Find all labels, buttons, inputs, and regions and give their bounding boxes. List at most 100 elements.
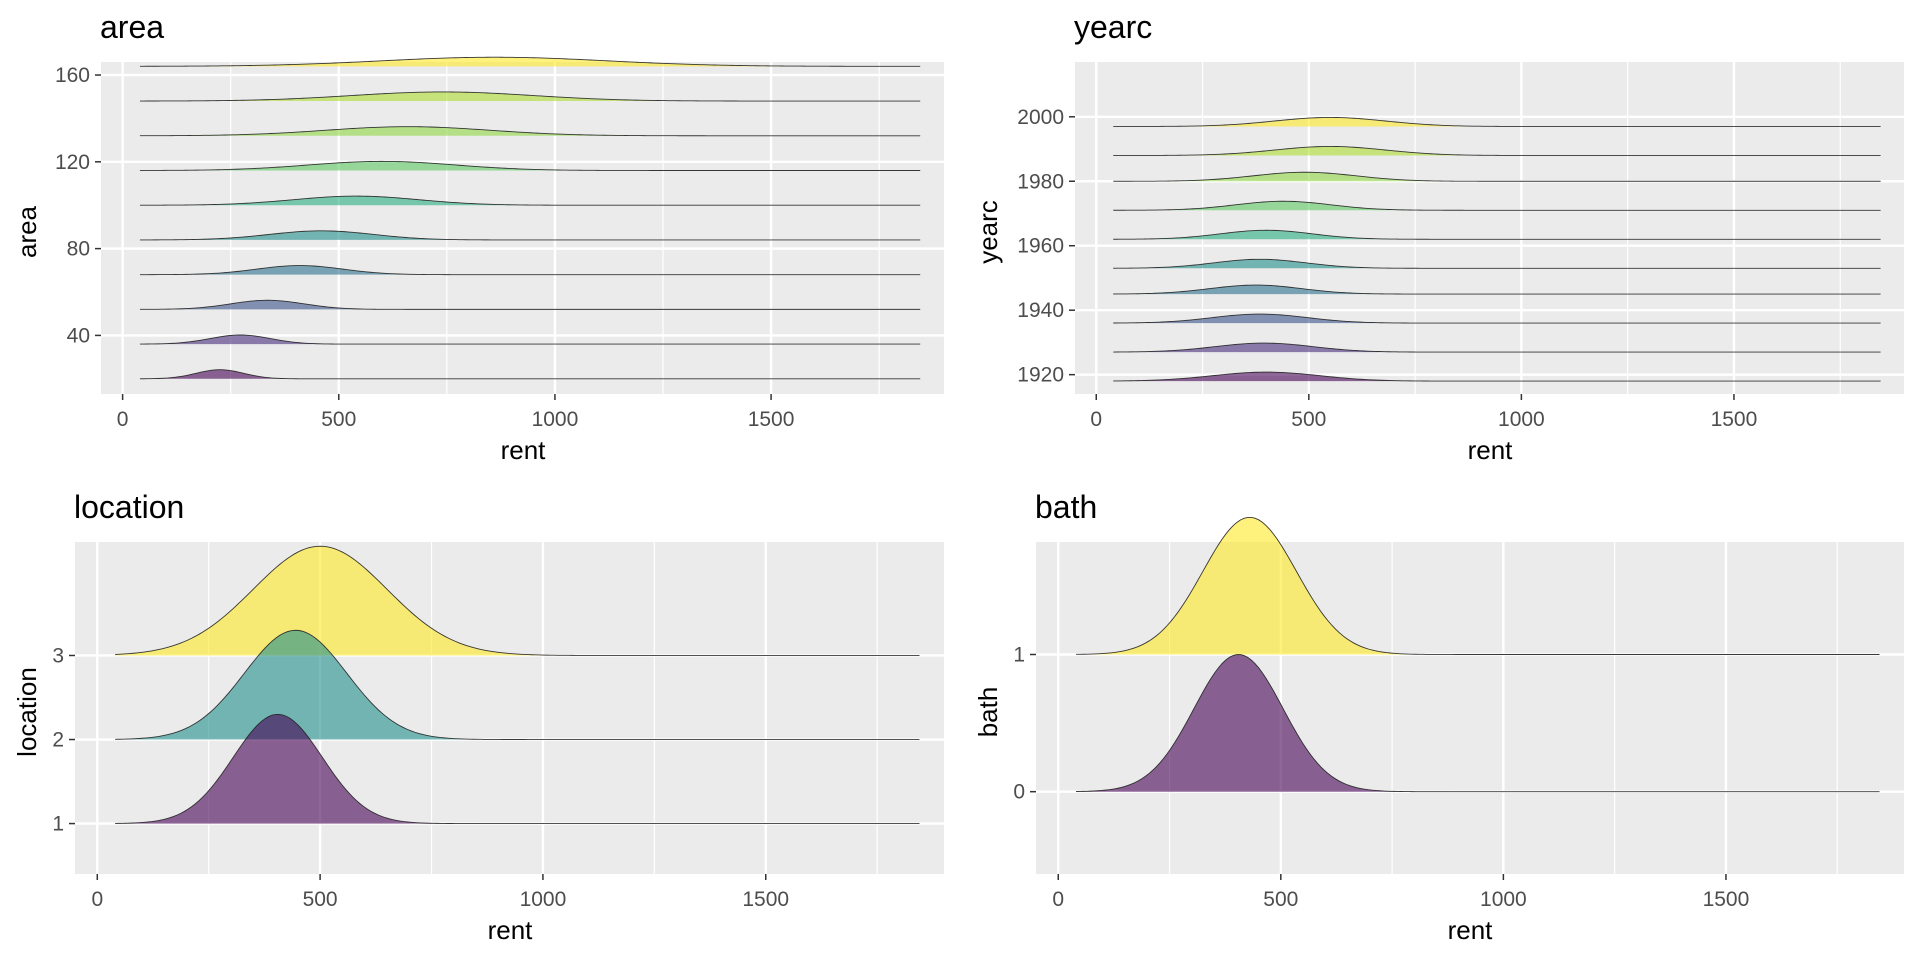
plot-background [1036, 542, 1904, 874]
x-tick-label: 1000 [1498, 408, 1545, 431]
ridge-fill [1113, 343, 1881, 353]
y-tick-label: 1980 [1017, 170, 1064, 193]
y-axis-title: area [12, 205, 42, 258]
ridge-fill [115, 630, 920, 740]
ridge-fill [139, 196, 921, 206]
x-tick-label: 1000 [1480, 888, 1527, 911]
ridge-line [1076, 654, 1880, 793]
plot-area [1075, 62, 1904, 394]
x-tick-label: 0 [1090, 408, 1102, 431]
x-tick-label: 1000 [532, 408, 579, 431]
y-tick-label: 0 [1013, 781, 1025, 804]
x-tick-label: 1500 [1711, 408, 1758, 431]
ridge-line [139, 195, 921, 206]
x-tick-label: 0 [91, 888, 103, 911]
ridge-line [115, 545, 920, 656]
x-tick-label: 1500 [748, 408, 795, 431]
ridge-line [1113, 284, 1881, 295]
ridge-fill [1113, 201, 1881, 211]
ridge-fill [139, 161, 921, 171]
ridge-line [139, 230, 921, 241]
y-tick-label: 40 [67, 324, 90, 347]
ridge-line [115, 629, 920, 740]
plot-area [101, 56, 944, 394]
ridge-line [139, 265, 921, 276]
ridge-line [139, 91, 921, 102]
x-axis-title: rent [488, 915, 534, 945]
y-tick-label: 2000 [1017, 106, 1064, 129]
x-axis-title: rent [1468, 435, 1514, 465]
y-tick-label: 1 [52, 813, 64, 836]
ridge-fill [139, 126, 921, 136]
plot-area [1036, 516, 1904, 874]
ridge-line [1113, 342, 1881, 353]
x-tick-label: 0 [1052, 888, 1064, 911]
plot-area [75, 542, 944, 874]
y-tick-label: 1 [1013, 643, 1025, 666]
y-axis-title: location [12, 667, 42, 757]
ridge-fill [139, 300, 921, 310]
plot-background [1075, 62, 1904, 394]
ridge-fill [139, 334, 921, 345]
x-tick-label: 500 [1291, 408, 1326, 431]
ridge-fill [1113, 117, 1881, 127]
ridge-line [139, 299, 921, 310]
x-tick-label: 0 [117, 408, 129, 431]
y-tick-label: 80 [67, 238, 90, 261]
x-tick-label: 500 [1263, 888, 1298, 911]
y-tick-label: 2 [52, 729, 64, 752]
ridge-fill [139, 91, 921, 102]
ridge-line [139, 369, 921, 380]
y-tick-label: 1940 [1017, 299, 1064, 322]
ridge-fill [1113, 230, 1881, 240]
panel-title: yearc [1074, 9, 1152, 45]
panel-area: area rent area 0 500 1000 1500 40 80 120 160 [12, 9, 944, 465]
ridge-line [139, 160, 921, 171]
x-axis-title: rent [1448, 915, 1494, 945]
ridge-fill [139, 369, 921, 379]
y-axis-title: bath [973, 687, 1003, 738]
x-axis-title: rent [501, 435, 547, 465]
ridge-line [1113, 371, 1881, 382]
ridge-fill [1076, 517, 1880, 655]
ridge-line [1113, 313, 1881, 324]
ridge-line [115, 713, 920, 825]
ridge-line [139, 56, 921, 67]
y-tick-label: 160 [55, 64, 90, 87]
ridge-fill [1113, 146, 1881, 156]
ridge-line [1113, 229, 1881, 240]
panel-title: area [100, 9, 164, 45]
ridge-line [1113, 258, 1881, 269]
ridge-line [1113, 145, 1881, 156]
ridge-fill [115, 546, 920, 656]
ridge-fill [139, 265, 921, 275]
y-tick-label: 1920 [1017, 364, 1064, 387]
y-tick-label: 3 [52, 644, 64, 667]
ridge-line [139, 334, 921, 345]
ridge-fill [1113, 172, 1881, 182]
ridge-line [1113, 171, 1881, 182]
ridge-line [1076, 516, 1880, 655]
ridge-line [1113, 200, 1881, 211]
panel-title: bath [1035, 489, 1097, 525]
ridge-fill [115, 714, 920, 824]
ridge-line [139, 126, 921, 137]
ridge-fill [1076, 654, 1880, 792]
x-tick-label: 1500 [742, 888, 789, 911]
x-tick-label: 1000 [520, 888, 567, 911]
x-tick-label: 1500 [1703, 888, 1750, 911]
y-tick-label: 1960 [1017, 235, 1064, 258]
ridge-fill [139, 230, 921, 240]
ridge-line [1113, 116, 1881, 127]
y-axis-title: yearc [973, 200, 1003, 264]
panel-title: location [74, 489, 184, 525]
panel-bath: bath rent bath 0 500 1000 1500 0 1 [973, 489, 1904, 945]
ridge-fill [1113, 259, 1881, 269]
x-tick-label: 500 [321, 408, 356, 431]
panel-location: location rent location 0 500 1000 1500 1 2 3 [12, 489, 944, 945]
panel-yearc: yearc rent yearc 0 500 1000 1500 1920 1940 196… [973, 9, 1904, 465]
y-tick-label: 120 [55, 151, 90, 174]
x-tick-label: 500 [303, 888, 338, 911]
ridge-fill [1113, 314, 1881, 324]
